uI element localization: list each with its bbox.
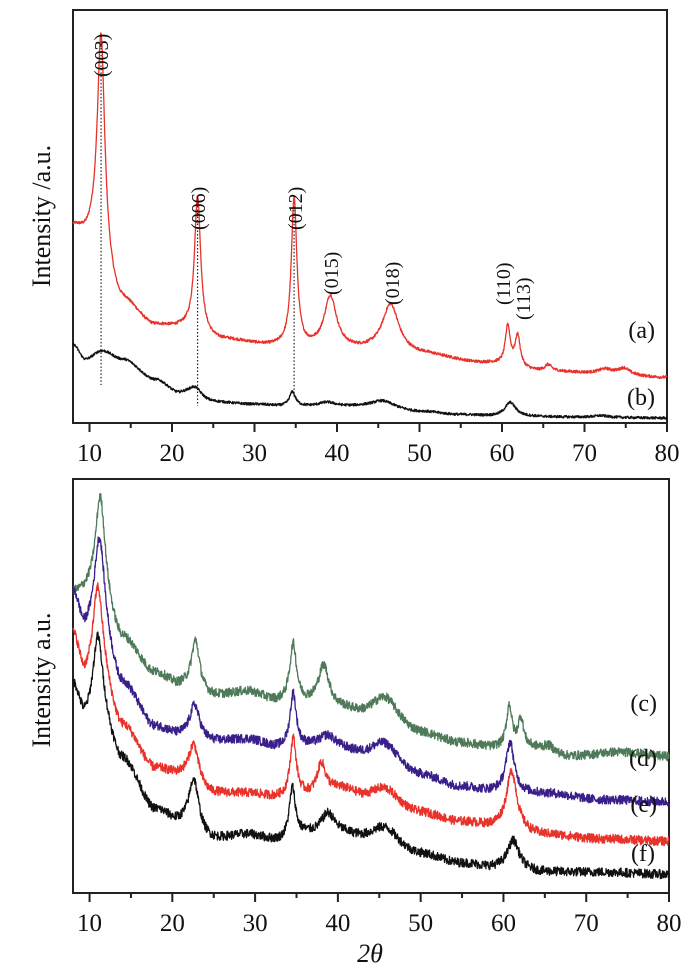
bottom-x-axis-title: 2θ [357, 939, 383, 968]
bottom-curve-labels: (c) (d) (e) (f) [629, 691, 657, 867]
bottom-plot-frame [72, 478, 670, 894]
hkl-label: (018) [382, 262, 404, 305]
x-tick-label: 10 [77, 910, 102, 937]
x-tick-label: 20 [160, 440, 185, 467]
hkl-label: (012) [285, 187, 307, 230]
series-c [72, 493, 670, 762]
x-tick-label: 40 [325, 440, 350, 467]
bottom-x-ticks: 10 20 30 40 50 60 70 80 [77, 893, 682, 937]
bottom-series-group [72, 493, 670, 880]
hkl-label: (006) [188, 187, 210, 230]
curve-label-e: (e) [630, 792, 657, 818]
top-reference-lines [100, 33, 295, 406]
hkl-label: (110) [493, 262, 515, 305]
curve-label-d: (d) [629, 746, 657, 772]
hkl-label: (113) [513, 277, 535, 320]
top-y-axis-title: Intensity /a.u. [27, 145, 56, 287]
x-tick-label: 30 [243, 910, 268, 937]
x-tick-label: 80 [657, 910, 682, 937]
x-tick-label: 50 [408, 910, 433, 937]
series-d [72, 536, 670, 807]
bottom-y-axis-title: Intensity a.u. [27, 612, 56, 747]
top-series-group [72, 32, 668, 420]
x-tick-label: 20 [160, 910, 185, 937]
x-tick-label: 60 [491, 910, 516, 937]
series-a [72, 32, 668, 380]
curve-label-a: (a) [628, 318, 655, 344]
series-b [72, 342, 668, 420]
panel-top: 10 20 30 40 50 60 70 80 (003) (006) (012) (015) (01… [27, 9, 680, 467]
x-tick-label: 70 [574, 910, 599, 937]
x-tick-label: 10 [77, 440, 102, 467]
top-x-ticks: 10 20 30 40 50 60 70 80 [77, 423, 680, 467]
curve-label-b: (b) [627, 385, 655, 411]
x-tick-label: 40 [325, 910, 350, 937]
x-tick-label: 80 [655, 440, 680, 467]
x-tick-label: 70 [572, 440, 597, 467]
series-e [72, 582, 670, 847]
x-tick-label: 50 [407, 440, 432, 467]
top-plot-frame [72, 9, 668, 424]
hkl-label: (003) [91, 34, 113, 77]
curve-label-c: (c) [630, 691, 657, 717]
top-curve-labels: (a) (b) [627, 318, 655, 411]
top-hkl-labels: (003) (006) (012) (015) (018) (110)(113) [91, 34, 535, 320]
series-f [72, 631, 670, 880]
x-tick-label: 30 [242, 440, 267, 467]
hkl-label: (015) [321, 252, 343, 295]
panel-bottom: 10 20 30 40 50 60 70 80 (c) (d) (e) (f) Intensity … [27, 478, 682, 968]
curve-label-f: (f) [631, 841, 655, 867]
x-tick-label: 60 [490, 440, 515, 467]
